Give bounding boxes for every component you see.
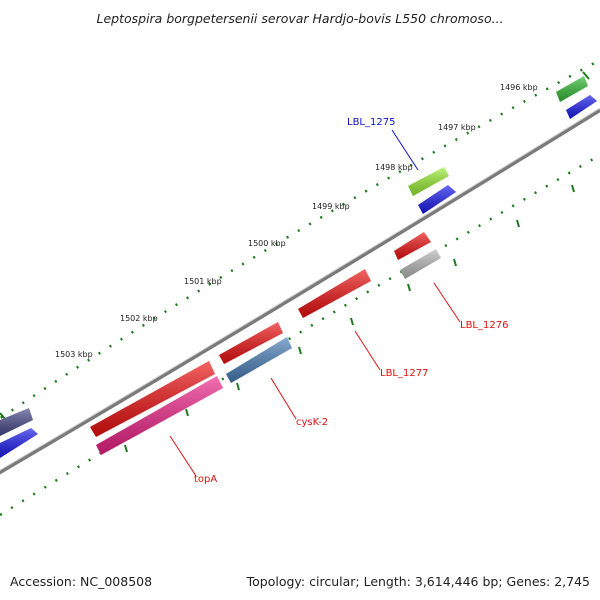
gene-label-lbl1275[interactable]: LBL_1275	[347, 117, 395, 128]
tick-label-1497: 1497 kbp	[438, 123, 476, 132]
leader-line-cysk2	[270, 377, 297, 420]
leader-line-lbl1276	[433, 282, 461, 323]
map-title: Leptospira borgpetersenii serovar Hardjo…	[96, 11, 503, 26]
outer-major-ticks	[0, 71, 590, 421]
topology-summary: Topology: circular; Length: 3,614,446 bp…	[246, 574, 590, 589]
tick-label-1502: 1502 kbp	[120, 314, 158, 323]
leader-line-topa	[169, 435, 197, 477]
leader-line-lbl1277	[354, 330, 381, 371]
inner-major-ticks	[124, 184, 575, 453]
accession-text: Accession: NC_008508	[10, 574, 152, 589]
tick-label-1499: 1499 kbp	[312, 202, 350, 211]
tick-label-1503: 1503 kbp	[55, 350, 93, 359]
leader-line-lbl1275	[391, 129, 419, 171]
tick-label-1498: 1498 kbp	[375, 163, 413, 172]
gene-label-lbl1277[interactable]: LBL_1277	[380, 368, 428, 379]
gene-label-cysk2[interactable]: cysK-2	[296, 417, 328, 428]
chromosome-backbone	[0, 108, 600, 475]
backbone-highlight	[0, 107, 600, 471]
inner-tick-track	[0, 153, 600, 517]
gene-label-lbl1276[interactable]: LBL_1276	[460, 320, 508, 331]
outer-tick-track	[0, 58, 600, 420]
gene-features	[0, 76, 597, 458]
tick-label-1501: 1501 kbp	[184, 277, 222, 286]
tick-label-1500: 1500 kbp	[248, 239, 286, 248]
tick-label-1496: 1496 kbp	[500, 83, 538, 92]
gene-label-topa[interactable]: topA	[194, 474, 217, 485]
